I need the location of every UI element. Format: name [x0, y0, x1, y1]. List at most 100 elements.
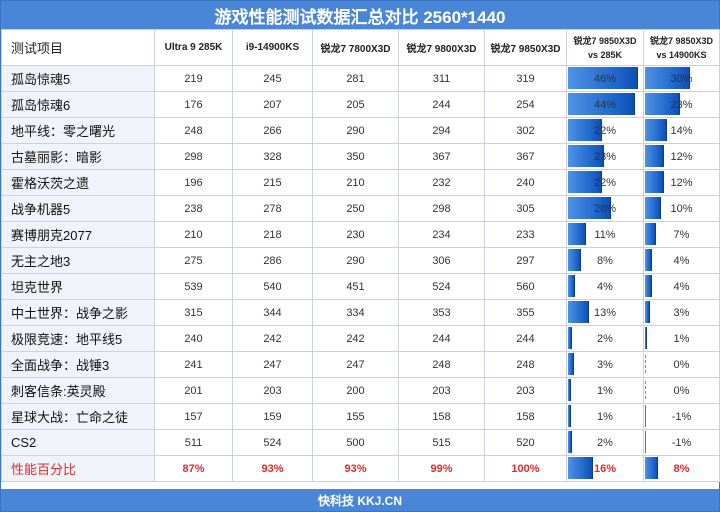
table-row-bar-vs-285k: 28%	[566, 195, 644, 222]
percent-label: 46%	[593, 72, 617, 85]
table-row-bar-vs-14900ks: 30%	[643, 65, 720, 92]
table-row: 霍格沃茨之遗 196 215 210 232 240 22% 12%	[1, 169, 720, 196]
table-row-bar-vs-14900ks: 0%	[643, 377, 720, 404]
fps-cell: 203	[232, 377, 313, 404]
fps-cell: 100%	[484, 455, 567, 482]
header-cpu-285k: Ultra 9 285K	[154, 29, 233, 66]
table-row: 中土世界：战争之影 315 344 334 353 355 13% 3%	[1, 299, 720, 326]
fps-cell: 203	[484, 377, 567, 404]
comparison-bar	[568, 249, 581, 271]
table-row-bar-vs-14900ks: 7%	[643, 221, 720, 248]
percent-label: 4%	[673, 280, 690, 293]
zero-line	[645, 381, 646, 399]
fps-cell: 240	[484, 169, 567, 196]
percent-label: 1%	[597, 384, 613, 397]
header-vs-285k-line1: 锐龙7 9850X3D	[573, 35, 637, 46]
percent-label: 1%	[673, 332, 690, 345]
table-row: 孤岛惊魂6 176 207 205 244 254 44% 23%	[1, 91, 720, 118]
comparison-bar	[645, 119, 667, 141]
comparison-bar	[568, 197, 611, 219]
table-row-bar-vs-285k: 22%	[566, 169, 644, 196]
table-row-bar-vs-285k: 22%	[566, 117, 644, 144]
header-cpu-9800x3d: 锐龙7 9800X3D	[398, 29, 485, 66]
fps-cell: 248	[398, 351, 485, 378]
comparison-bar	[645, 93, 680, 115]
percent-label: 13%	[593, 306, 617, 319]
fps-cell: 240	[154, 325, 233, 352]
comparison-bar	[568, 301, 589, 323]
header-cpu-7800x3d: 锐龙7 7800X3D	[312, 29, 399, 66]
comparison-bar-negative	[645, 405, 646, 427]
fps-cell: 99%	[398, 455, 485, 482]
fps-cell: 350	[312, 143, 399, 170]
table-row-bar-vs-14900ks: 4%	[643, 273, 720, 300]
percent-label: 1%	[597, 410, 613, 423]
fps-cell: 248	[484, 351, 567, 378]
header-vs-285k-line2: vs 285K	[587, 49, 623, 60]
table-row-bar-vs-285k: 1%	[566, 377, 644, 404]
comparison-bar	[645, 223, 656, 245]
comparison-bar-negative	[645, 431, 646, 453]
table-row: 坦克世界 539 540 451 524 560 4% 4%	[1, 273, 720, 300]
percent-label: 8%	[673, 462, 690, 475]
comparison-bar	[568, 223, 586, 245]
comparison-bar	[645, 457, 658, 479]
percent-label: 23%	[670, 98, 693, 111]
fps-cell: 245	[232, 65, 313, 92]
table-row-bar-vs-285k: 2%	[566, 429, 644, 456]
table-row-bar-vs-285k: 1%	[566, 403, 644, 430]
fps-cell: 155	[312, 403, 399, 430]
fps-cell: 218	[232, 221, 313, 248]
fps-cell: 305	[484, 195, 567, 222]
comparison-bar	[645, 327, 647, 349]
summary-label: 性能百分比	[1, 455, 155, 482]
chart-title: 游戏性能测试数据汇总对比 2560*1440	[1, 1, 719, 29]
table-row: CS2 511 524 500 515 520 2% -1%	[1, 429, 720, 456]
comparison-bar	[645, 67, 690, 89]
game-name: 中土世界：战争之影	[1, 299, 155, 326]
fps-cell: 244	[398, 325, 485, 352]
table-row-bar-vs-14900ks: 12%	[643, 143, 720, 170]
fps-cell: 511	[154, 429, 233, 456]
fps-cell: 203	[398, 377, 485, 404]
table-row: 战争机器5 238 278 250 298 305 28% 10%	[1, 195, 720, 222]
game-name: 刺客信条:英灵殿	[1, 377, 155, 404]
game-name: 古墓丽影：暗影	[1, 143, 155, 170]
fps-cell: 201	[154, 377, 233, 404]
comparison-bar	[568, 379, 571, 401]
comparison-bar	[568, 353, 574, 375]
fps-cell: 297	[484, 247, 567, 274]
fps-cell: 311	[398, 65, 485, 92]
summary-row-bar-vs-285k: 16%	[566, 455, 644, 482]
percent-label: 12%	[670, 150, 693, 163]
comparison-bar	[645, 275, 652, 297]
percent-label: 2%	[597, 332, 613, 345]
fps-cell: 278	[232, 195, 313, 222]
table-row: 星球大战：亡命之徒 157 159 155 158 158 1% -1%	[1, 403, 720, 430]
fps-cell: 157	[154, 403, 233, 430]
percent-label: 28%	[593, 202, 617, 215]
fps-cell: 306	[398, 247, 485, 274]
table-row: 全面战争：战锤3 241 247 247 248 248 3% 0%	[1, 351, 720, 378]
fps-cell: 232	[398, 169, 485, 196]
fps-cell: 93%	[232, 455, 313, 482]
fps-cell: 344	[232, 299, 313, 326]
table-row-bar-vs-14900ks: -1%	[643, 429, 720, 456]
header-row: 测试项目 Ultra 9 285K i9-14900KS 锐龙7 7800X3D…	[1, 29, 720, 66]
fps-cell: 281	[312, 65, 399, 92]
table-row-bar-vs-285k: 3%	[566, 351, 644, 378]
fps-cell: 539	[154, 273, 233, 300]
table-row-bar-vs-14900ks: 14%	[643, 117, 720, 144]
summary-row-bar-vs-14900ks: 8%	[643, 455, 720, 482]
header-vs-14900ks-line1: 锐龙7 9850X3D	[649, 35, 714, 46]
fps-cell: 219	[154, 65, 233, 92]
header-test-item: 测试项目	[1, 29, 155, 66]
comparison-bar	[568, 457, 593, 479]
comparison-bar	[568, 431, 572, 453]
benchmark-table: 测试项目 Ultra 9 285K i9-14900KS 锐龙7 7800X3D…	[1, 29, 720, 482]
fps-cell: 294	[398, 117, 485, 144]
table-row-bar-vs-285k: 23%	[566, 143, 644, 170]
percent-label: 4%	[597, 280, 613, 293]
fps-cell: 334	[312, 299, 399, 326]
